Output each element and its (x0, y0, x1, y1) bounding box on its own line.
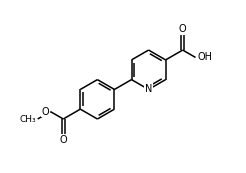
Text: N: N (145, 84, 152, 94)
Text: CH₃: CH₃ (19, 115, 36, 124)
Text: O: O (60, 135, 67, 145)
Text: OH: OH (197, 52, 212, 62)
Text: O: O (42, 107, 49, 117)
Text: O: O (179, 24, 186, 34)
